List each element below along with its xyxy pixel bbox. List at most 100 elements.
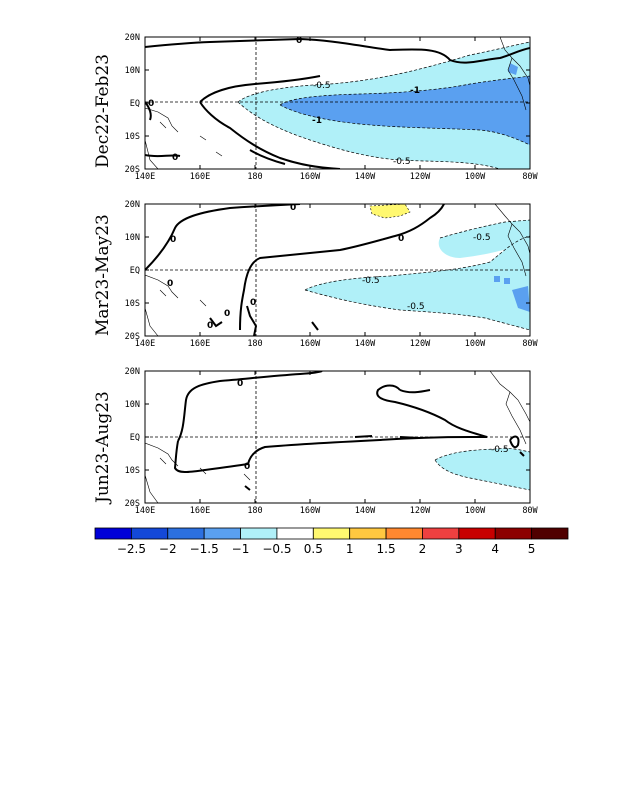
panel-3-contour-label: 0	[237, 379, 243, 389]
panel-2-region-lightblue	[305, 236, 530, 330]
panel-1-contour-neg05	[237, 41, 530, 169]
panel-2-contour-label: 0	[224, 309, 230, 319]
x-tick-label: 120W	[410, 172, 431, 182]
y-tick-label: 10N	[125, 66, 140, 76]
colorbar-label: −2	[159, 542, 177, 556]
panel-1-contour-label: 0	[172, 153, 178, 163]
colorbar-label: −1.5	[190, 542, 219, 556]
colorbar-swatch	[422, 527, 460, 540]
x-tick-label: 120W	[410, 506, 431, 516]
panel-2-contour-label: 0	[250, 298, 256, 308]
colorbar-label: 5	[528, 542, 536, 556]
panel-2-region-yellow	[369, 204, 411, 219]
panel-2-contour-label: 0	[398, 234, 404, 244]
x-tick-label: 160E	[190, 172, 210, 182]
colorbar-label: −0.5	[262, 542, 291, 556]
panel-3-region-lightblue	[435, 448, 530, 490]
panel-3-contour-label: -0.5	[491, 445, 509, 455]
x-tick-label: 160W	[300, 172, 321, 182]
y-tick-label: 10S	[125, 132, 140, 142]
colorbar-label: 1	[346, 542, 354, 556]
panel-2-contour-label: -0.5	[362, 276, 380, 286]
panel-2: 0 0 0 0 0 0 0 -0.5 -0.5 -0.5 140E 160E 180…	[93, 200, 539, 349]
colorbar-swatch	[203, 527, 241, 540]
x-tick-label: 160E	[190, 506, 210, 516]
colorbar-swatch	[94, 527, 132, 540]
panel-2-contour-zero	[145, 204, 301, 271]
colorbar-swatch	[531, 527, 569, 540]
y-tick-label: 20N	[125, 367, 140, 377]
y-tick-label: 20N	[125, 33, 140, 43]
panel-2-contour-label: 0	[290, 203, 296, 213]
colorbar-swatch	[385, 527, 423, 540]
y-tick-label: EQ	[130, 99, 140, 109]
y-tick-label: 10N	[125, 233, 140, 243]
colorbar-label: −1	[232, 542, 250, 556]
colorbar-swatch	[167, 527, 205, 540]
panel-1-contour-label: -0.5	[313, 81, 331, 91]
colorbar-label: 1.5	[377, 542, 396, 556]
panel-2-contour-label: 0	[170, 235, 176, 245]
panel-1-contour-label: 0	[133, 42, 139, 52]
x-tick-label: 160E	[190, 339, 210, 349]
colorbar-swatch	[349, 527, 387, 540]
panel-2-coastline	[145, 204, 530, 336]
y-tick-label: 20N	[125, 200, 140, 210]
panel-2-title: Mar23-May23	[93, 214, 113, 336]
panel-3-contour-neg05	[434, 447, 530, 491]
colorbar-swatch	[458, 527, 496, 540]
colorbar-label: 2	[419, 542, 427, 556]
x-tick-label: 80W	[522, 339, 538, 349]
x-tick-label: 180	[247, 172, 262, 182]
colorbar-swatch	[276, 527, 314, 540]
colorbar-label: 0.5	[304, 542, 323, 556]
panel-1-contour-label: -0.5	[393, 157, 411, 167]
x-tick-label: 180	[247, 339, 262, 349]
panel-1-contour-neg1	[279, 75, 530, 146]
panel-3-title: Jun23-Aug23	[93, 391, 113, 505]
x-tick-label: 100W	[465, 339, 486, 349]
x-tick-label: 80W	[522, 172, 538, 182]
colorbar: −2.5 −2 −1.5 −1 −0.5 0.5 1 1.5 2 3 4 5	[94, 527, 569, 556]
panel-1-contour-label: 0	[148, 99, 154, 109]
panel-1: 0 0 0 0 -0.5 -0.5 -1 -1 140E 160E 180 160W 1…	[93, 33, 539, 182]
x-tick-label: 140E	[135, 506, 155, 516]
y-tick-label: 10S	[125, 299, 140, 309]
x-tick-label: 120W	[410, 339, 431, 349]
y-tick-label: EQ	[130, 433, 140, 443]
y-tick-label: 10N	[125, 400, 140, 410]
panel-2-contour-label: -0.5	[473, 233, 491, 243]
panel-1-contour-label: -1	[410, 86, 420, 96]
panel-2-contour-neg05	[304, 219, 530, 331]
y-tick-label: EQ	[130, 266, 140, 276]
colorbar-label: 3	[455, 542, 463, 556]
panel-1-title: Dec22-Feb23	[93, 54, 113, 168]
panel-1-contour-zero	[145, 37, 530, 64]
y-tick-label: 20S	[125, 332, 140, 342]
x-tick-label: 180	[247, 506, 262, 516]
panel-2-contour-label: 0	[207, 321, 213, 331]
panel-1-contour-label: 0	[296, 36, 302, 46]
panel-3: 0 0 -0.5 140E 160E 180 160W 140W 120W 100W 80W …	[93, 367, 539, 516]
x-tick-label: 140W	[355, 506, 376, 516]
panel-3-coastline	[145, 371, 530, 503]
x-tick-label: 140E	[135, 172, 155, 182]
x-tick-label: 100W	[465, 172, 486, 182]
x-tick-label: 140W	[355, 172, 376, 182]
y-tick-label: 10S	[125, 466, 140, 476]
y-tick-label: 20S	[125, 499, 140, 509]
panel-1-region-blue	[280, 76, 530, 145]
colorbar-swatch	[494, 527, 533, 540]
x-tick-label: 140E	[135, 339, 155, 349]
x-tick-label: 160W	[300, 339, 321, 349]
x-tick-label: 140W	[355, 339, 376, 349]
x-tick-label: 80W	[522, 506, 538, 516]
x-tick-label: 160W	[300, 506, 321, 516]
colorbar-label: 4	[491, 542, 499, 556]
colorbar-swatch	[312, 527, 351, 540]
colorbar-swatch	[240, 527, 278, 540]
colorbar-label: −2.5	[117, 542, 146, 556]
panel-2-contour-label: 0	[167, 279, 173, 289]
x-tick-label: 100W	[465, 506, 486, 516]
